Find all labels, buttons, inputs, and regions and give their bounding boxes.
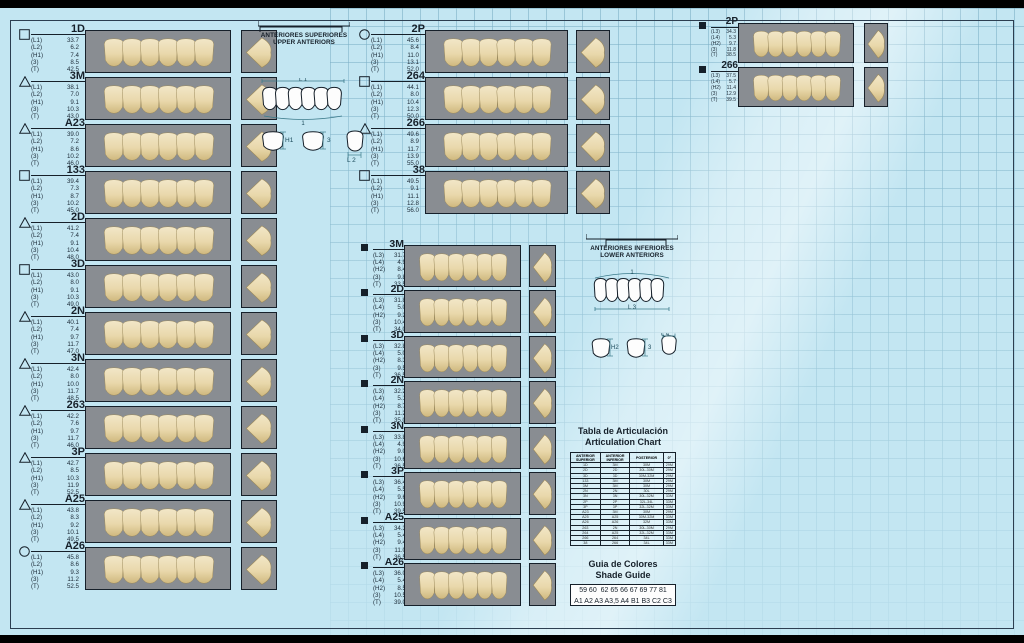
- svg-text:3: 3: [648, 345, 652, 351]
- svg-text:L 3: L 3: [628, 305, 637, 311]
- svg-text:1: 1: [301, 121, 305, 126]
- svg-text:1: 1: [630, 270, 634, 276]
- svg-text:L 4: L 4: [661, 333, 670, 338]
- svg-text:L 1: L 1: [299, 78, 308, 83]
- svg-text:H1: H1: [285, 137, 294, 144]
- svg-text:3: 3: [327, 137, 331, 144]
- svg-text:L 2: L 2: [347, 157, 356, 163]
- svg-text:H2: H2: [611, 345, 619, 351]
